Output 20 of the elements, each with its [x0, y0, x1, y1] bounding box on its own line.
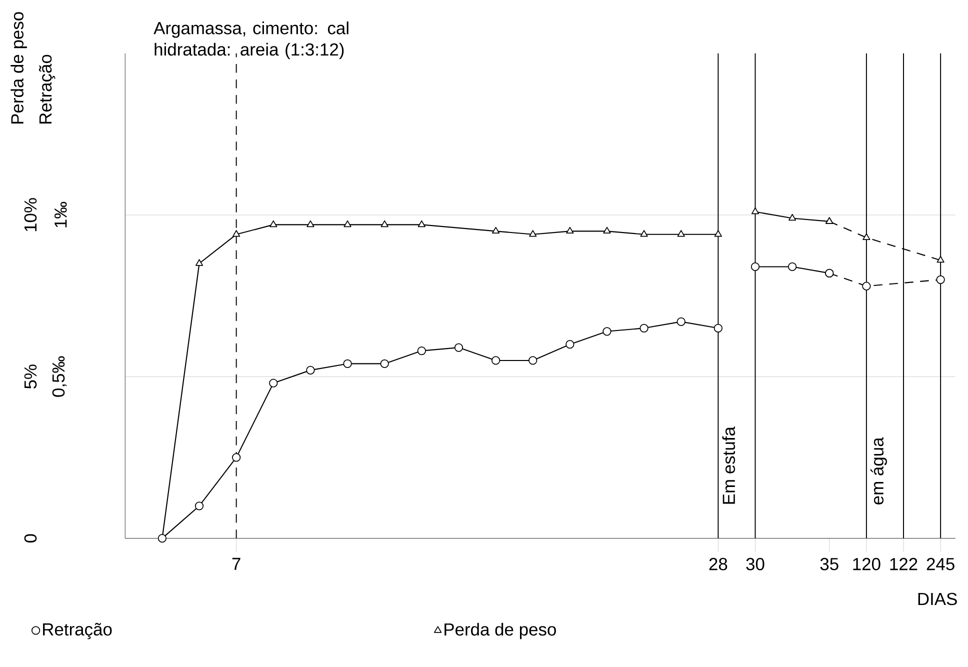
legend-label: Retração [43, 622, 112, 639]
x-tick-label: 7 [232, 558, 240, 570]
legend-label: Perda de peso [444, 622, 556, 639]
x-tick-label: 28 [709, 558, 728, 570]
x-tick-label: 35 [820, 558, 838, 570]
y-tick-label: 5% [24, 364, 37, 388]
x-axis-title: DIAS [918, 592, 957, 606]
x-tick-label: 245 [926, 558, 954, 570]
y-tick-label: 10% [24, 198, 37, 231]
y-tick-label: 0 [24, 534, 37, 542]
ref-line-label: Em estufa [722, 426, 736, 504]
ref-line-label: em água [870, 437, 887, 504]
y2-axis-title: Retração [38, 54, 56, 124]
x-tick-label: 30 [746, 558, 764, 570]
x-tick-label: 122 [890, 558, 918, 570]
y-axis-title: Perda de peso [10, 12, 27, 124]
y2-tick-label: 1‰ [54, 202, 67, 228]
x-tick-label: 120 [853, 558, 880, 570]
chart-title: Argamassa, cimento: cal hidratada: areia (1:3:12) [154, 21, 348, 59]
y2-tick-label: 0,5‰ [52, 356, 67, 397]
